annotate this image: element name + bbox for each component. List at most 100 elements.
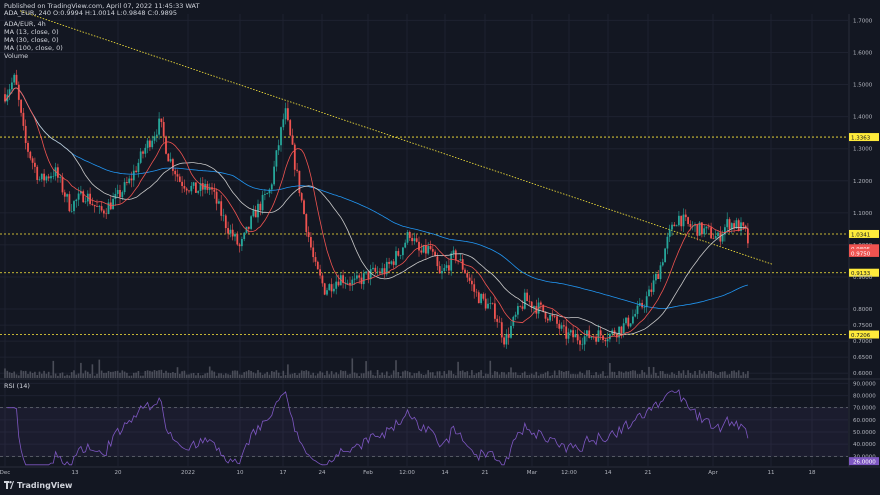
volume-bar	[390, 374, 393, 378]
candle	[740, 217, 742, 236]
candle-body	[652, 280, 655, 292]
volume-bar	[27, 374, 29, 378]
candle	[625, 317, 627, 325]
candle-body	[77, 193, 80, 200]
brand-name: TradingView	[17, 481, 73, 490]
volume-bar	[420, 373, 423, 378]
candle-body	[438, 266, 441, 274]
candle-body	[362, 273, 365, 285]
level-label-bg	[849, 330, 879, 339]
candle-body	[620, 326, 623, 334]
candle	[441, 264, 443, 280]
candle	[20, 98, 22, 117]
candle	[632, 309, 634, 325]
volume-bar	[406, 371, 409, 378]
candle	[11, 77, 13, 94]
volume-bar	[11, 372, 13, 378]
candle	[694, 222, 696, 232]
candle-body	[517, 306, 519, 315]
volume-bar	[602, 371, 604, 378]
candle-body	[420, 250, 423, 253]
volume-bar	[501, 371, 503, 378]
candle	[183, 179, 186, 193]
candle-body	[498, 321, 501, 323]
volume-bar	[227, 374, 229, 378]
candle	[158, 112, 160, 140]
candle	[618, 326, 620, 345]
candle-body	[112, 198, 114, 210]
candle-body	[705, 226, 708, 229]
rsi-legend[interactable]: RSI (14)	[4, 382, 30, 390]
candle	[43, 169, 45, 187]
price-tick-label: 1.5000	[853, 83, 873, 89]
volume-bar	[471, 370, 473, 378]
candle	[201, 177, 204, 197]
time-axis: Dec 13 20 2022 10 17 24 Feb 12:00 14 21 Mar 12:00 14 2…	[0, 470, 816, 476]
volume-bar	[307, 371, 310, 378]
candle	[165, 135, 167, 155]
volume-bar	[162, 372, 165, 378]
volume-bar	[731, 370, 733, 378]
candle-body	[36, 166, 39, 180]
candle	[523, 288, 526, 310]
candle-body	[604, 339, 607, 342]
volume-bar	[183, 370, 186, 378]
candle	[47, 173, 50, 182]
candle	[546, 317, 549, 323]
candle-body	[34, 162, 36, 167]
candle-body	[422, 245, 425, 253]
volume-bar	[586, 370, 588, 378]
candle-body	[733, 223, 735, 229]
symbol-legend[interactable]: ADA/EUR, 4h	[4, 20, 46, 28]
candle	[558, 319, 561, 335]
candle-body	[671, 224, 673, 230]
candle-body	[282, 119, 285, 128]
candle-body	[730, 223, 733, 230]
candle-body	[535, 306, 538, 314]
candle	[284, 102, 287, 125]
candle-body	[574, 334, 577, 338]
ma30-legend[interactable]: MA (30, close, 0)	[4, 36, 59, 44]
time-tick-label: 13	[72, 470, 79, 476]
candle-body	[82, 191, 85, 203]
candle	[733, 220, 735, 233]
candle-body	[406, 231, 409, 243]
candle-body	[20, 99, 22, 113]
ma100-legend[interactable]: MA (100, close, 0)	[4, 44, 63, 52]
volume-bar	[567, 370, 570, 378]
volume-bar	[137, 370, 140, 378]
volume-bar	[231, 370, 234, 378]
candle-body	[296, 169, 298, 171]
level-label: 1.0341	[851, 232, 870, 238]
volume-legend[interactable]: Volume	[4, 52, 29, 60]
tradingview-logo[interactable]: TradingView	[4, 481, 72, 490]
candle	[142, 150, 144, 159]
volume-bar	[287, 364, 289, 378]
candle-body	[181, 181, 183, 187]
candle	[367, 271, 370, 284]
volume-bar	[668, 374, 671, 378]
volume-bar	[452, 374, 455, 378]
candle	[241, 236, 243, 251]
candle-body	[84, 201, 87, 203]
volume-bar	[708, 370, 710, 378]
volume-bar	[4, 368, 6, 378]
time-tick-label: 21	[645, 470, 652, 476]
price-tick-label: 1.1000	[853, 211, 873, 217]
candle-body	[636, 305, 639, 314]
candle	[572, 324, 574, 343]
volume-bar	[455, 375, 457, 378]
volume-bar	[747, 371, 749, 378]
volume-bar	[701, 373, 703, 378]
volume-bar	[395, 360, 397, 378]
volume-bar	[678, 370, 680, 378]
price-tick-label: 0.6500	[853, 355, 873, 361]
candle-body	[632, 316, 634, 324]
ma13-legend[interactable]: MA (13, close, 0)	[4, 28, 59, 36]
volume-bar	[87, 371, 89, 378]
candle-body	[176, 174, 179, 177]
volume-bar	[264, 373, 266, 378]
volume-bar	[135, 372, 137, 378]
candle	[413, 232, 416, 245]
